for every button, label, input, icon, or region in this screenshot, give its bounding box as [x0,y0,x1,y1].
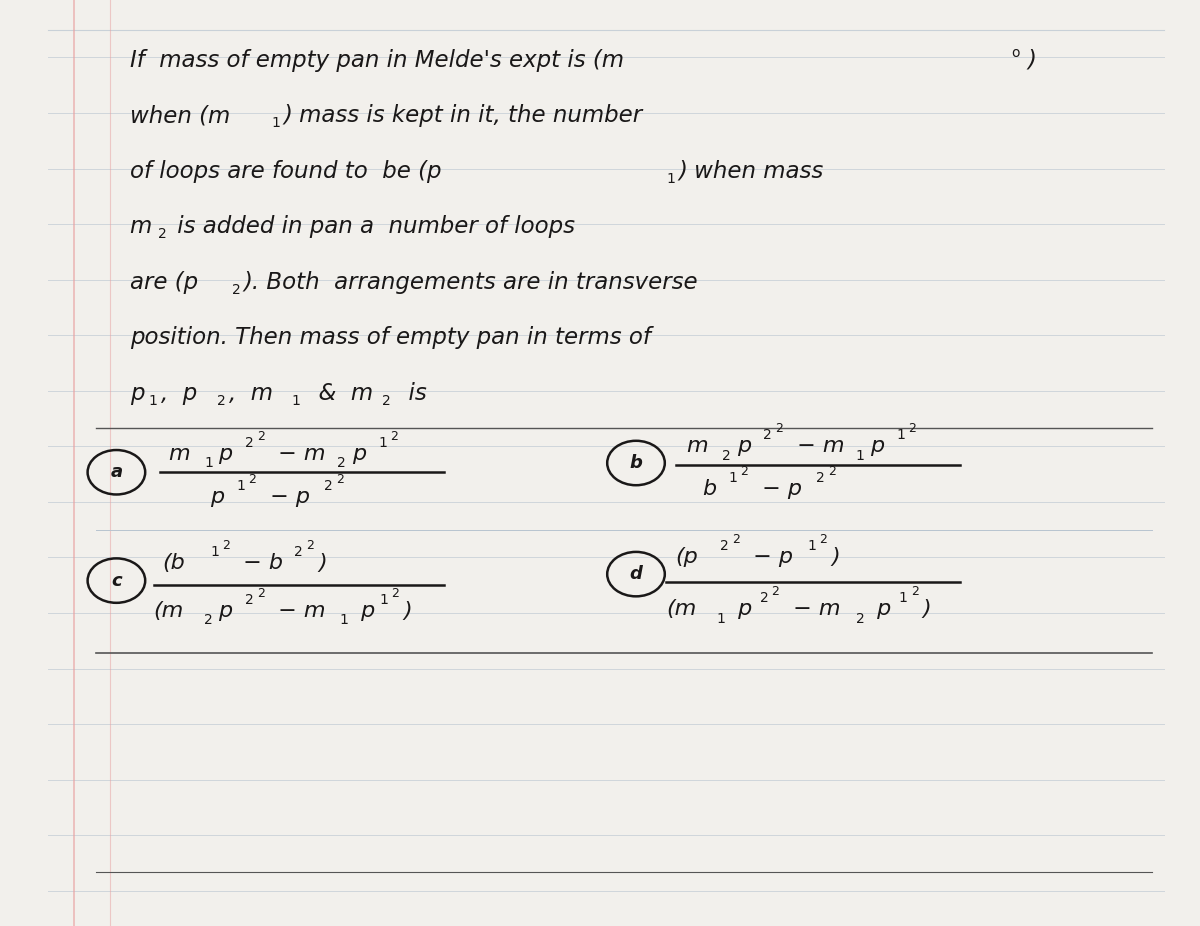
Text: is: is [394,382,426,405]
Text: 1: 1 [204,456,212,470]
Text: 1: 1 [271,116,280,131]
Text: 2: 2 [856,611,864,626]
Text: 1: 1 [378,435,386,450]
Text: p: p [870,599,892,619]
Text: 2: 2 [911,585,919,598]
Text: 2: 2 [391,587,400,600]
Text: − p: − p [755,479,802,499]
Text: ) mass is kept in it, the number: ) mass is kept in it, the number [283,105,642,127]
Text: − m: − m [786,599,840,619]
Text: ): ) [1027,49,1036,71]
Text: (m: (m [666,599,696,619]
Text: 2: 2 [337,456,346,470]
Text: a: a [110,463,122,482]
Text: 1: 1 [292,394,300,408]
Text: p: p [218,444,233,464]
Text: p: p [731,599,752,619]
Text: 2: 2 [245,435,253,450]
Text: 1: 1 [856,448,864,463]
Text: p: p [870,436,884,457]
Text: is added in pan a  number of loops: is added in pan a number of loops [170,216,576,238]
Text: ,  p: , p [161,382,197,405]
Text: 2: 2 [820,533,828,546]
Text: ): ) [832,547,840,568]
Text: ,  m: , m [229,382,274,405]
Text: 2: 2 [204,613,212,628]
Text: 2: 2 [720,539,728,554]
Text: 2: 2 [722,448,731,463]
Text: p: p [210,487,224,507]
Text: 2: 2 [390,430,398,443]
Text: (b: (b [162,553,185,573]
Text: &  m: & m [304,382,373,405]
Text: p: p [354,601,376,621]
Text: 2: 2 [772,585,780,598]
Text: p: p [130,382,144,405]
Text: 2: 2 [760,591,768,606]
Text: p: p [218,601,233,621]
Text: m: m [686,436,708,457]
Text: 2: 2 [828,465,836,478]
Text: 1: 1 [210,544,218,559]
Text: p: p [352,444,366,464]
Text: are (p: are (p [130,271,198,294]
Text: 2: 2 [763,428,772,443]
Text: (m: (m [154,601,184,621]
Text: − m: − m [271,601,325,621]
Text: − m: − m [271,444,325,464]
Text: 1: 1 [379,593,388,607]
Text: 2: 2 [222,539,230,552]
Text: ) when mass: ) when mass [678,160,823,182]
Text: 2: 2 [908,422,917,435]
Text: 1: 1 [236,479,245,494]
Text: 2: 2 [245,593,253,607]
Text: p: p [737,436,751,457]
Text: ). Both  arrangements are in transverse: ). Both arrangements are in transverse [244,271,698,294]
Text: 2: 2 [257,587,265,600]
Text: 2: 2 [732,533,740,546]
Text: ): ) [318,553,326,573]
Text: 1: 1 [896,428,905,443]
Text: position. Then mass of empty pan in terms of: position. Then mass of empty pan in term… [130,327,650,349]
Text: 1: 1 [340,613,348,628]
Text: (p: (p [676,547,698,568]
Text: 2: 2 [158,227,167,242]
Text: 2: 2 [816,470,824,485]
Text: 1: 1 [899,591,907,606]
Text: o: o [1012,45,1020,60]
Text: 2: 2 [217,394,226,408]
Text: 2: 2 [336,473,344,486]
Text: m: m [168,444,190,464]
Text: 2: 2 [306,539,314,552]
Text: of loops are found to  be (p: of loops are found to be (p [130,160,442,182]
Text: 1: 1 [728,470,737,485]
Text: b: b [702,479,716,499]
Text: 2: 2 [257,430,265,443]
Text: 2: 2 [294,544,302,559]
Text: c: c [112,571,121,590]
Text: 1: 1 [716,611,725,626]
Text: − p: − p [746,547,793,568]
Text: 2: 2 [740,465,749,478]
Text: − m: − m [790,436,844,457]
Text: b: b [630,454,642,472]
Text: − p: − p [263,487,310,507]
Text: m: m [130,216,152,238]
Text: 1: 1 [808,539,816,554]
Text: If  mass of empty pan in Melde's expt is (m: If mass of empty pan in Melde's expt is … [130,49,624,71]
Text: 2: 2 [232,282,240,297]
Text: ): ) [923,599,931,619]
Text: − b: − b [236,553,283,573]
Text: 1: 1 [149,394,157,408]
Text: d: d [630,565,642,583]
Text: 2: 2 [248,473,257,486]
Text: when (m: when (m [130,105,230,127]
Text: 1: 1 [666,171,674,186]
Text: 2: 2 [324,479,332,494]
Text: ): ) [403,601,412,621]
Text: 2: 2 [775,422,784,435]
Text: 2: 2 [382,394,390,408]
